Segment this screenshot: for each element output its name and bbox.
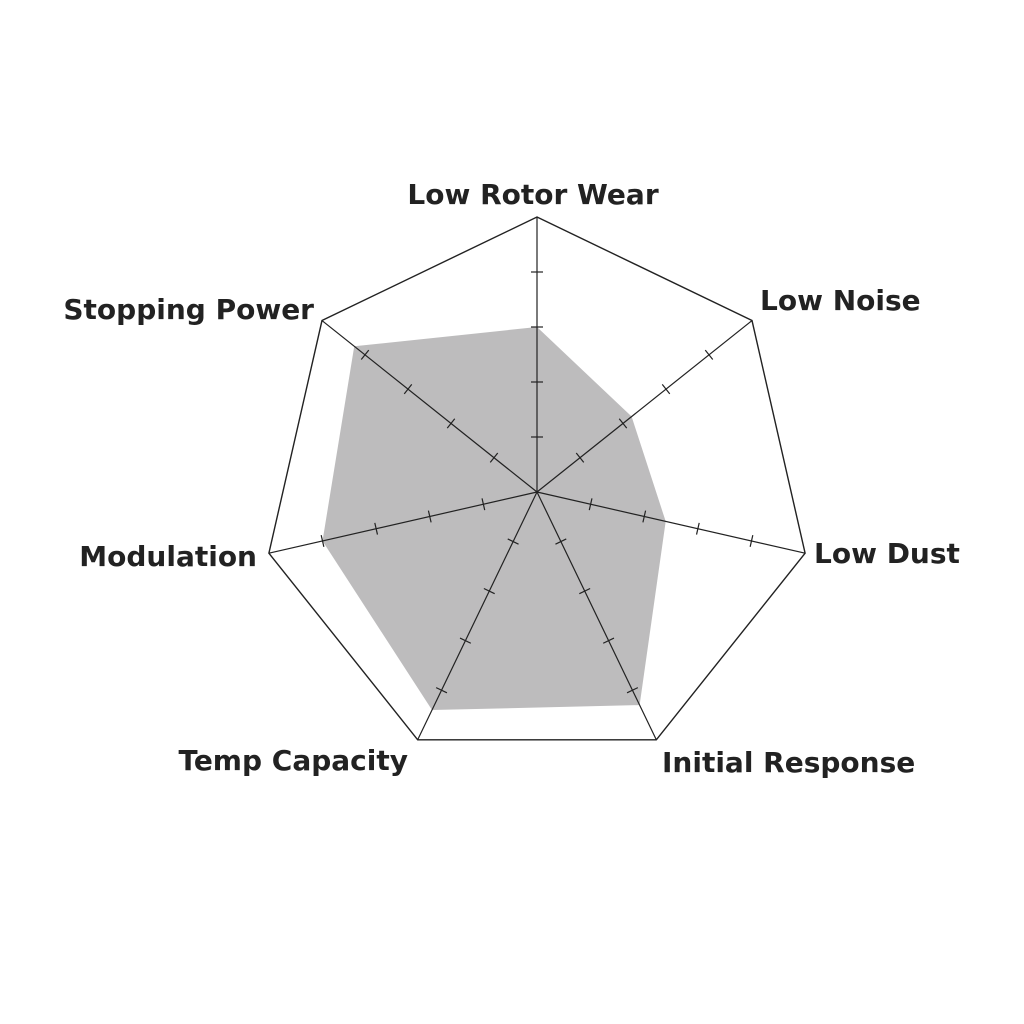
axis-tick <box>507 538 519 545</box>
axis-tick <box>579 587 591 595</box>
axis-tick <box>481 498 486 511</box>
axis-tick <box>403 384 413 395</box>
axis-line <box>536 491 657 741</box>
axis-tick <box>374 522 379 535</box>
axis-tick <box>320 534 325 547</box>
axis-tick <box>704 349 714 360</box>
axis-tick <box>575 452 585 463</box>
axis-tick <box>661 384 671 395</box>
axis-tick <box>459 637 472 644</box>
axis-tick <box>695 522 700 535</box>
axis-label: Initial Response <box>662 746 915 779</box>
axis-label: Low Rotor Wear <box>407 178 658 211</box>
axis-label: Low Noise <box>760 284 921 317</box>
axis-tick <box>618 418 628 429</box>
axis-tick <box>602 637 615 644</box>
axis-tick <box>427 510 432 523</box>
axis-tick <box>588 498 593 511</box>
axis-label: Modulation <box>79 540 257 573</box>
axis-label: Temp Capacity <box>178 744 408 777</box>
axis-line <box>321 320 538 493</box>
axis-line <box>536 320 753 493</box>
axis-label: Low Dust <box>814 537 960 570</box>
outer-frame <box>268 216 806 741</box>
axis-tick <box>435 687 448 694</box>
axis-label: Stopping Power <box>63 293 314 326</box>
axis-tick <box>483 587 495 595</box>
data-area <box>322 327 666 711</box>
axis-line <box>536 491 806 554</box>
axis-tick <box>360 349 370 360</box>
axis-tick <box>749 534 754 547</box>
axis-tick <box>555 538 567 545</box>
axis-tick <box>446 418 456 429</box>
axis-line <box>268 491 538 554</box>
axis-tick <box>626 687 639 694</box>
axis-line <box>417 491 538 741</box>
axis-tick <box>642 510 647 523</box>
axis-tick <box>489 452 499 463</box>
